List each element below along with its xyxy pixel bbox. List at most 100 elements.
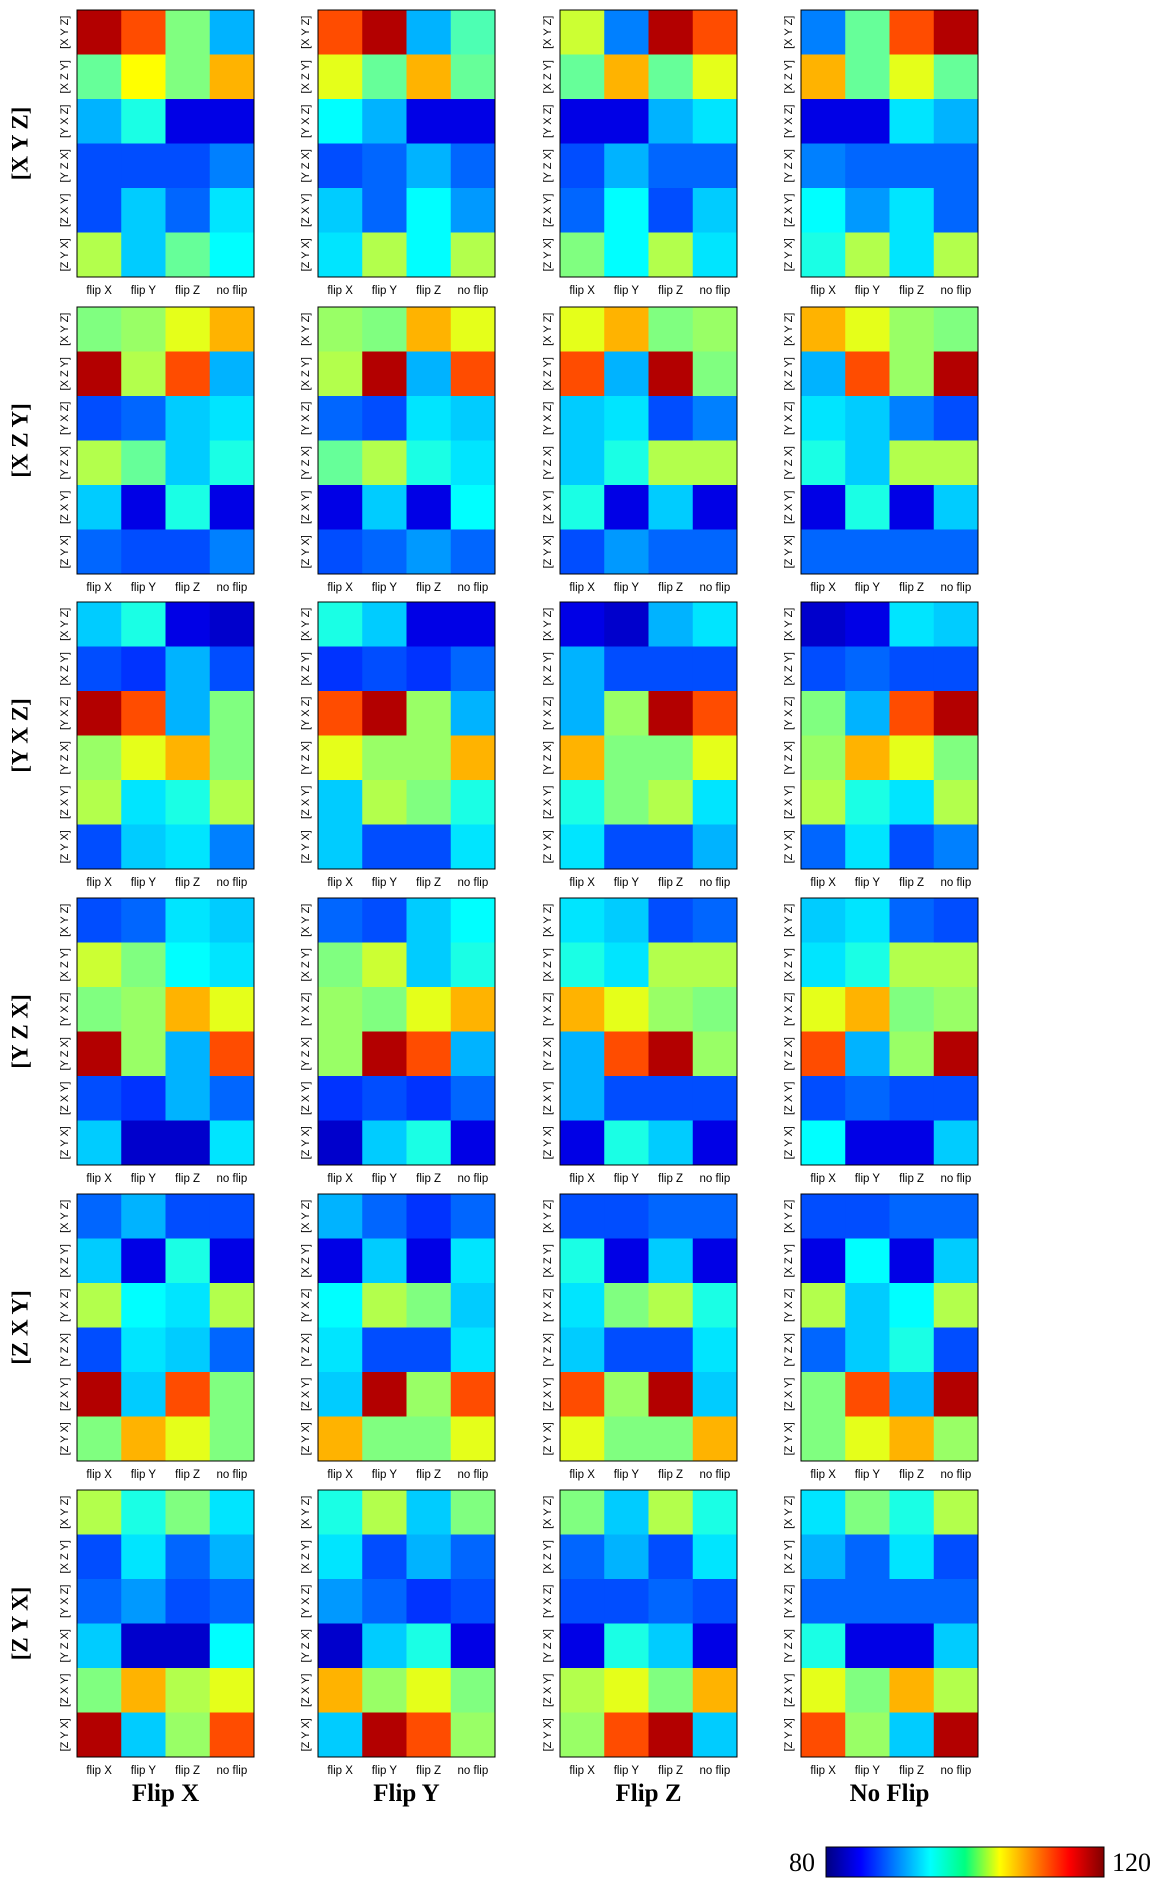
y-tick-label: [X Z Y]: [542, 652, 554, 685]
y-tick-label: [Y Z X]: [542, 1037, 554, 1070]
heatmap-cell: [406, 1490, 452, 1535]
heatmap-cell: [450, 143, 496, 189]
y-tick-label: [Y X Z]: [300, 1289, 312, 1322]
heatmap-cell: [121, 99, 166, 144]
panel-frame: [559, 601, 738, 870]
heatmap-cell: [933, 54, 979, 100]
heatmap-cell: [801, 1490, 846, 1535]
heatmap-cell: [845, 1120, 890, 1166]
heatmap-cell: [362, 646, 407, 692]
heatmap-cell: [121, 1534, 166, 1580]
heatmap-cell: [406, 54, 452, 100]
heatmap-cell: [604, 99, 649, 144]
heatmap-cell: [692, 1327, 738, 1373]
heatmap-cell: [604, 898, 649, 943]
heatmap-cell: [362, 824, 407, 870]
heatmap-panel-r4-c3: flip X flip Y flip Z no flip [X Y Z] [X Z Y] […: [542, 897, 738, 1185]
x-tick-label: no flip: [217, 1173, 248, 1185]
x-tick-label: flip Y: [372, 582, 398, 594]
heatmap-panel-r4-c1: flip X flip Y flip Z no flip [X Y Z] [X Z Y] […: [59, 897, 255, 1185]
row-title: [Y Z X]: [7, 994, 32, 1069]
heatmap-cell: [845, 1623, 890, 1669]
heatmap-cell: [165, 735, 211, 781]
x-tick-label: flip Z: [899, 285, 924, 297]
heatmap-cell: [362, 1031, 407, 1077]
heatmap-cell: [450, 1534, 496, 1580]
heatmap-cell: [362, 440, 407, 486]
panel-frame: [800, 306, 979, 575]
heatmap-cell: [845, 54, 890, 100]
y-tick-label: [Z Y X]: [300, 238, 312, 271]
x-tick-label: no flip: [700, 1469, 731, 1481]
heatmap-cell: [362, 1327, 407, 1373]
heatmap-cell: [845, 1238, 890, 1284]
heatmap-cell: [692, 1668, 738, 1713]
heatmap-cell: [604, 1668, 649, 1713]
heatmap-cell: [406, 307, 452, 352]
heatmap-cell: [560, 1534, 605, 1580]
y-tick-label: [X Z Y]: [542, 357, 554, 390]
heatmap-cell: [209, 735, 255, 781]
x-tick-label: flip Z: [658, 877, 683, 889]
y-tick-label: [Z Y X]: [783, 238, 795, 271]
heatmap-cell: [604, 602, 649, 647]
heatmap-cell: [648, 987, 694, 1032]
heatmap-cell: [165, 1712, 211, 1758]
heatmap-cell: [801, 1327, 846, 1373]
panel-frame: [76, 1193, 255, 1462]
heatmap-cell: [889, 646, 935, 692]
heatmap-cell: [604, 1194, 649, 1239]
x-tick-label: flip Y: [855, 582, 881, 594]
heatmap-cell: [165, 1490, 211, 1535]
heatmap-cell: [801, 1283, 846, 1328]
heatmap-cell: [121, 351, 166, 397]
y-tick-label: [X Z Y]: [59, 357, 71, 390]
heatmap-cell: [604, 10, 649, 55]
heatmap-cell: [77, 942, 122, 988]
x-tick-label: flip Y: [131, 582, 157, 594]
heatmap-cell: [933, 1668, 979, 1713]
x-tick-label: no flip: [217, 285, 248, 297]
heatmap-cell: [209, 529, 255, 575]
heatmap-panel-r3-c2: flip X flip Y flip Z no flip [X Y Z] [X Z Y] […: [300, 601, 496, 889]
heatmap-cell: [209, 1372, 255, 1417]
heatmap-cell: [450, 824, 496, 870]
heatmap-cell: [450, 1120, 496, 1166]
heatmap-cell: [692, 691, 738, 736]
heatmap-cell: [318, 1372, 363, 1417]
x-tick-label: no flip: [458, 877, 489, 889]
heatmap-cell: [362, 54, 407, 100]
y-tick-label: [Z X Y]: [300, 786, 312, 819]
panel-frame: [76, 897, 255, 1166]
x-tick-label: no flip: [458, 1173, 489, 1185]
heatmap-cell: [933, 646, 979, 692]
x-tick-label: flip Y: [614, 1173, 640, 1185]
x-tick-label: flip X: [569, 1765, 595, 1777]
heatmap-cell: [165, 99, 211, 144]
heatmap-cell: [77, 1416, 122, 1462]
heatmap-cell: [121, 1372, 166, 1417]
panel-frame: [559, 897, 738, 1166]
heatmap-cell: [165, 1120, 211, 1166]
x-tick-label: no flip: [458, 1469, 489, 1481]
heatmap-panel-r1-c1: flip X flip Y flip Z no flip [X Y Z] [X Z Y] […: [59, 9, 255, 297]
y-tick-label: [Z Y X]: [783, 1718, 795, 1751]
heatmap-cell: [889, 1194, 935, 1239]
heatmap-cell: [406, 602, 452, 647]
heatmap-cell: [889, 691, 935, 736]
y-tick-label: [X Y Z]: [542, 16, 554, 49]
heatmap-cell: [845, 987, 890, 1032]
heatmap-cell: [933, 780, 979, 825]
heatmap-cell: [209, 824, 255, 870]
heatmap-panel-r5-c2: flip X flip Y flip Z no flip [X Y Z] [X Z Y] […: [300, 1193, 496, 1481]
y-tick-label: [Z X Y]: [300, 491, 312, 524]
x-tick-label: flip X: [810, 582, 836, 594]
panel-frame: [800, 1193, 979, 1462]
panel-frame: [559, 9, 738, 278]
heatmap-cell: [318, 942, 363, 988]
heatmap-cell: [648, 1534, 694, 1580]
heatmap-cell: [692, 440, 738, 486]
heatmap-cell: [604, 1712, 649, 1758]
y-tick-label: [Z Y X]: [542, 830, 554, 863]
